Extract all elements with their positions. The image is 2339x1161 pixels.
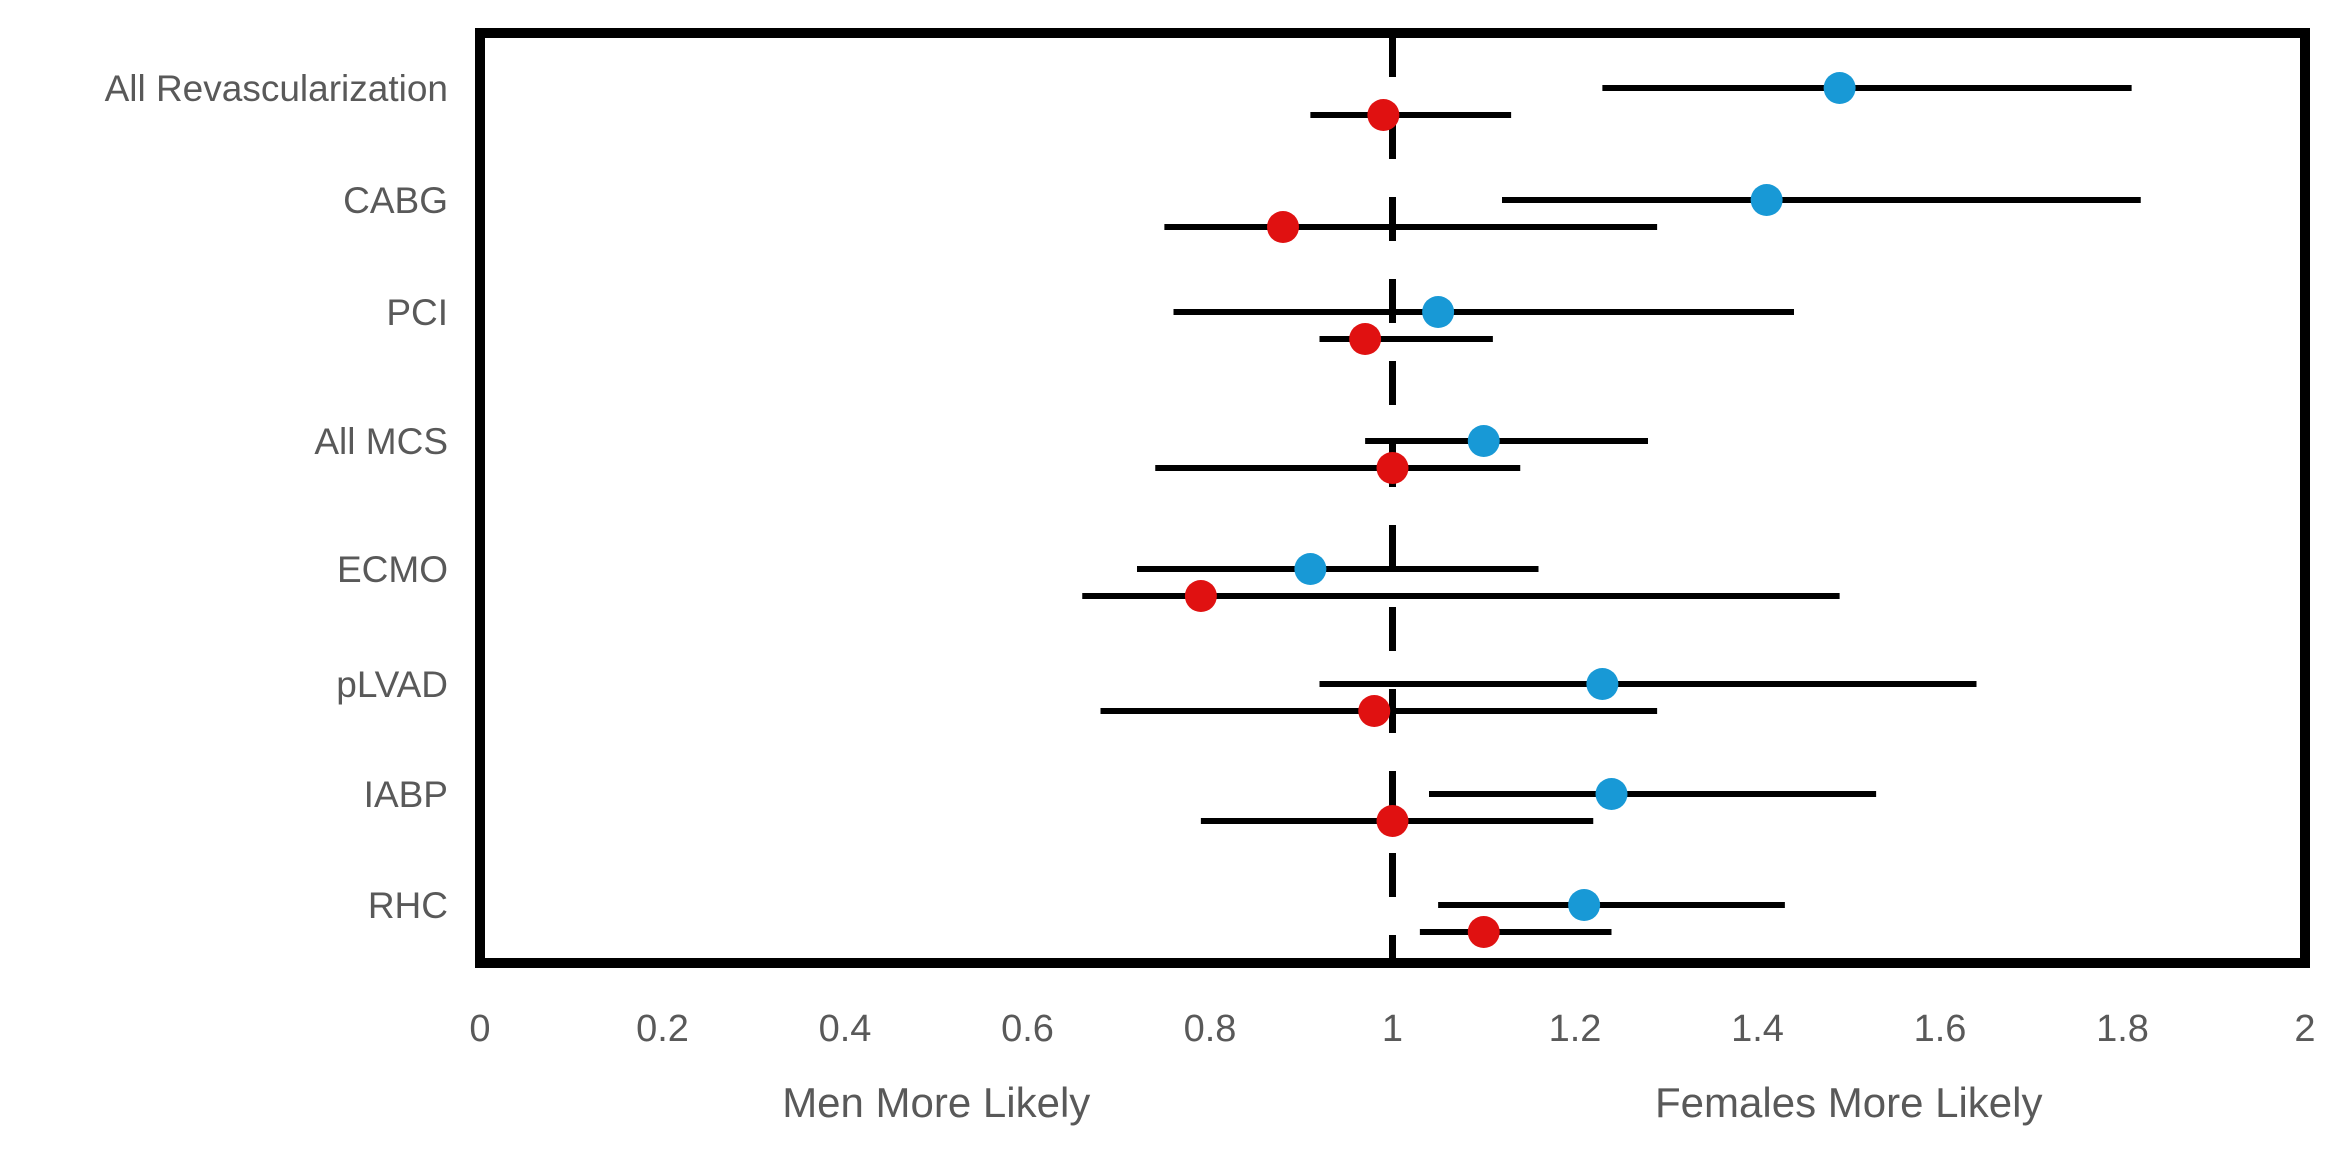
category-label-4: ECMO xyxy=(337,549,448,590)
category-label-7: RHC xyxy=(368,885,448,926)
x-tick-label-1: 0.2 xyxy=(636,1008,689,1050)
x-tick-label-4: 0.8 xyxy=(1184,1008,1237,1050)
x-axis-annotation-left: Men More Likely xyxy=(782,1079,1090,1126)
x-axis-annotation-right: Females More Likely xyxy=(1655,1079,2042,1126)
category-label-0: All Revascularization xyxy=(105,68,448,109)
x-tick-label-3: 0.6 xyxy=(1001,1008,1054,1050)
category-label-6: IABP xyxy=(364,774,448,815)
x-tick-label-6: 1.2 xyxy=(1549,1008,1602,1050)
marker-blue-markers-7 xyxy=(1568,889,1601,921)
x-tick-label-0: 0 xyxy=(469,1008,490,1050)
x-tick-label-2: 0.4 xyxy=(819,1008,872,1050)
marker-blue-markers-2 xyxy=(1422,296,1455,328)
marker-blue-markers-0 xyxy=(1823,72,1856,104)
marker-blue-markers-4 xyxy=(1294,553,1327,585)
x-tick-label-9: 1.8 xyxy=(2096,1008,2149,1050)
marker-blue-markers-1 xyxy=(1750,184,1783,216)
x-tick-label-5: 1 xyxy=(1382,1008,1403,1050)
marker-red-markers-4 xyxy=(1184,580,1217,612)
category-label-1: CABG xyxy=(343,180,448,221)
marker-red-markers-0 xyxy=(1367,99,1400,131)
marker-red-markers-5 xyxy=(1358,695,1391,727)
marker-blue-markers-5 xyxy=(1586,668,1619,700)
x-tick-label-7: 1.4 xyxy=(1731,1008,1784,1050)
marker-red-markers-2 xyxy=(1349,323,1382,355)
marker-red-markers-3 xyxy=(1376,452,1409,484)
marker-red-markers-1 xyxy=(1267,211,1299,243)
marker-red-markers-6 xyxy=(1376,805,1409,837)
marker-red-markers-7 xyxy=(1467,916,1500,948)
x-tick-label-8: 1.6 xyxy=(1914,1008,1967,1050)
x-tick-label-10: 2 xyxy=(2294,1008,2315,1050)
category-label-2: PCI xyxy=(386,292,448,333)
category-label-5: pLVAD xyxy=(336,664,448,705)
plot-border xyxy=(475,28,2310,968)
category-label-3: All MCS xyxy=(314,421,448,462)
marker-blue-markers-6 xyxy=(1595,778,1628,810)
marker-blue-markers-3 xyxy=(1467,425,1500,457)
